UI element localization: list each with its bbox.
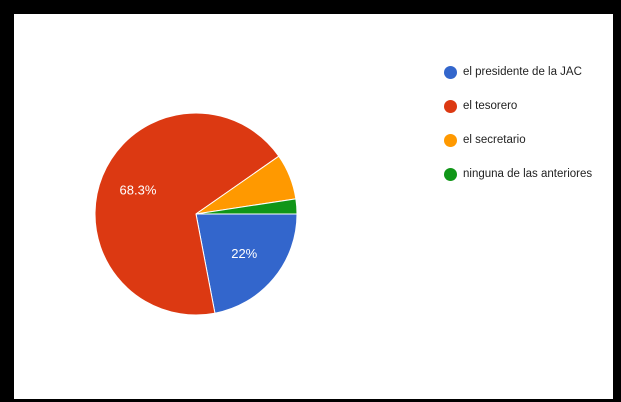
legend-label-ninguna: ninguna de las anteriores — [463, 168, 593, 180]
legend-swatch-presidente — [444, 65, 457, 79]
pie-slices — [94, 112, 298, 316]
pie-label-presidente: 22% — [231, 246, 257, 261]
legend-label-tesorero: el tesorero — [463, 100, 518, 112]
pie-slice-tesorero[interactable] — [94, 112, 280, 316]
legend-item-secretario[interactable]: el secretario — [444, 132, 592, 148]
legend-label-secretario: el secretario — [463, 134, 526, 146]
legend-item-tesorero[interactable]: el tesorero — [444, 98, 592, 114]
pie-slice-ninguna[interactable] — [195, 198, 298, 215]
pie-label-tesorero: 68.3% — [120, 182, 157, 197]
legend-swatch-ninguna — [444, 167, 457, 181]
legend-label-presidente: el presidente de la JAC — [463, 66, 582, 78]
legend-item-presidente[interactable]: el presidente de la JAC — [444, 64, 592, 80]
legend-item-ninguna[interactable]: ninguna de las anteriores — [444, 166, 592, 182]
chart-legend: el presidente de la JAC el tesorero el s… — [444, 64, 592, 200]
legend-swatch-tesorero — [444, 99, 457, 113]
pie-slice-presidente[interactable] — [195, 213, 298, 314]
pie-slice-labels: 22% 68.3% — [120, 182, 258, 261]
legend-swatch-secretario — [444, 133, 457, 147]
